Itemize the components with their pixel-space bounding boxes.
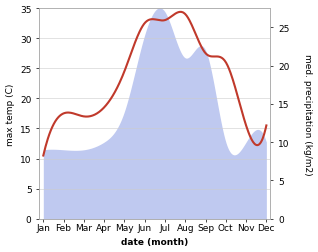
Y-axis label: max temp (C): max temp (C) <box>5 83 15 145</box>
X-axis label: date (month): date (month) <box>121 237 189 246</box>
Y-axis label: med. precipitation (kg/m2): med. precipitation (kg/m2) <box>303 53 313 174</box>
